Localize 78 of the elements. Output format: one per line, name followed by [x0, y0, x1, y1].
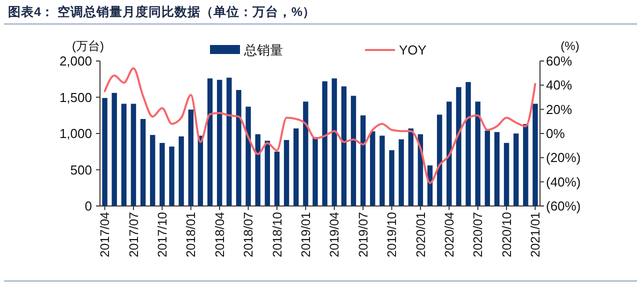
- bar: [198, 136, 204, 206]
- legend-label: 总销量: [243, 42, 283, 58]
- y2-tick-label: (20%): [546, 150, 581, 166]
- y-tick-label: 1,000: [59, 126, 92, 142]
- x-tick-label: 2018/07: [242, 212, 256, 258]
- y2-tick-label: (40%): [546, 174, 581, 190]
- y-tick-label: 0: [84, 198, 92, 214]
- y2-tick-label: 40%: [546, 78, 572, 93]
- x-tick-label: 2019/04: [328, 212, 342, 258]
- legend-label: YOY: [399, 42, 427, 58]
- bar: [513, 134, 519, 206]
- bar: [380, 136, 385, 206]
- bar: [112, 92, 117, 206]
- x-tick-label: 2019/01: [299, 212, 314, 258]
- bar: [207, 78, 213, 206]
- bar: [532, 104, 538, 206]
- bar: [102, 98, 108, 206]
- bar: [160, 142, 165, 206]
- bar: [150, 134, 156, 206]
- x-tick-label: 2017/04: [98, 212, 112, 258]
- x-tick-label: 2020/10: [500, 212, 514, 258]
- x-tick-label: 2020/01: [414, 212, 428, 258]
- bar: [466, 82, 471, 206]
- bar: [389, 150, 394, 206]
- bar: [255, 134, 260, 206]
- bar: [140, 119, 146, 206]
- bar: [341, 86, 347, 206]
- y-tick-label: 500: [70, 162, 92, 178]
- bar: [504, 142, 510, 206]
- bar: [226, 78, 232, 206]
- y2-tick-label: 20%: [546, 102, 572, 117]
- bar: [398, 139, 404, 206]
- bar: [456, 87, 462, 206]
- x-tick-label: 2020/04: [442, 212, 457, 258]
- x-tick-label: 2021/01: [528, 212, 543, 258]
- bar: [274, 152, 280, 206]
- x-tick-label: 2018/01: [184, 212, 198, 258]
- bar: [322, 81, 328, 206]
- y-axis-title: (万台): [72, 39, 104, 53]
- bar: [264, 140, 270, 206]
- y-tick-label: 2,000: [59, 54, 92, 69]
- bar: [475, 102, 480, 206]
- bar: [446, 102, 452, 206]
- y-tick-label: 1,500: [59, 90, 92, 105]
- bar: [284, 140, 290, 206]
- y2-axis-title: (%): [560, 39, 580, 53]
- bar: [303, 102, 308, 206]
- bar: [178, 136, 184, 206]
- bar: [188, 110, 194, 206]
- bar: [216, 80, 222, 206]
- bar: [293, 128, 299, 206]
- y2-tick-label: 60%: [546, 54, 572, 69]
- bar: [494, 132, 500, 206]
- bar: [236, 90, 242, 206]
- bar: [436, 114, 442, 206]
- bar: [312, 137, 318, 206]
- bar: [370, 131, 376, 206]
- bar: [484, 130, 490, 206]
- line-series: [104, 67, 536, 184]
- x-tick-label: 2019/07: [356, 212, 370, 258]
- x-tick-label: 2017/07: [126, 212, 141, 258]
- x-tick-label: 2019/10: [385, 212, 400, 258]
- x-tick-label: 2020/07: [471, 212, 486, 258]
- x-tick-label: 2018/04: [212, 212, 227, 258]
- bar: [332, 78, 337, 206]
- bar: [350, 96, 356, 206]
- bar: [169, 146, 174, 206]
- y2-tick-label: (60%): [546, 198, 581, 214]
- bar: [121, 104, 127, 206]
- x-tick-label: 2017/10: [156, 212, 170, 258]
- chart-title: 图表4： 空调总销量月度同比数据（单位：万台，%）: [8, 4, 316, 19]
- x-tick-label: 2018/10: [270, 212, 284, 258]
- bar: [408, 128, 414, 206]
- bar: [360, 115, 366, 206]
- bar: [523, 124, 528, 206]
- bar: [246, 106, 251, 206]
- y2-tick-label: 0%: [546, 126, 566, 142]
- bar: [130, 104, 136, 206]
